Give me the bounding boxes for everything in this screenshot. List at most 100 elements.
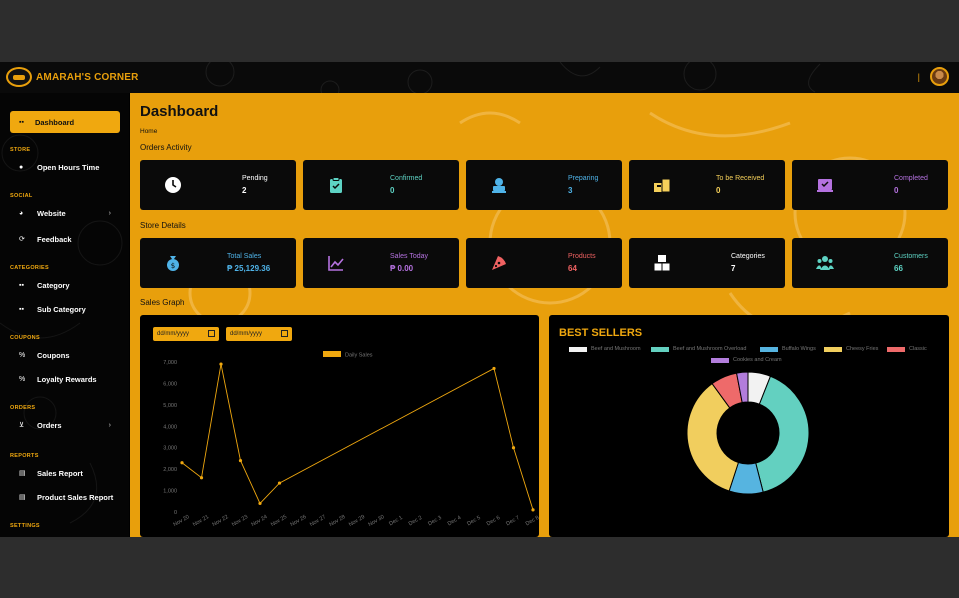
card-products[interactable]: Products 64	[466, 238, 622, 288]
data-point[interactable]	[531, 508, 535, 512]
palette-icon: ◕	[19, 209, 24, 217]
card-to-be-received[interactable]: To be Received 0	[629, 160, 785, 210]
legend-label: Beef and Mushroom	[591, 346, 641, 352]
x-tick-label: Nov 25	[270, 514, 288, 528]
date-from-input[interactable]: dd/mm/yyyy	[153, 327, 219, 341]
slice-beef-and-mushroom-overload[interactable]	[755, 375, 810, 493]
top-bar: AMARAH'S CORNER |	[0, 62, 959, 93]
legend-label: Classic	[909, 346, 927, 352]
y-tick-label: 1,000	[163, 489, 177, 495]
data-point[interactable]	[238, 458, 243, 463]
line-chart-icon	[328, 256, 344, 271]
slice-cheesy-fries[interactable]	[686, 382, 740, 492]
card-categories[interactable]: Categories 7	[629, 238, 785, 288]
y-tick-label: 0	[174, 510, 177, 516]
card-value: 0	[390, 186, 395, 195]
data-point[interactable]	[180, 461, 184, 465]
data-point[interactable]	[199, 476, 204, 480]
legend-item[interactable]: Classic	[887, 346, 927, 352]
card-customers[interactable]: Customers 66	[792, 238, 948, 288]
sidebar-item-label: Dashboard	[34, 117, 75, 127]
clipboard-check-icon	[330, 177, 342, 193]
sidebar-item-loyalty-rewards[interactable]: % Loyalty Rewards	[19, 373, 119, 385]
sales-graph-panel: dd/mm/yyyy dd/mm/yyyy Daily Sales 7,000 6,…	[140, 315, 539, 537]
data-point[interactable]	[277, 481, 282, 485]
legend-item[interactable]: Beef and Mushroom	[569, 346, 641, 352]
card-preparing[interactable]: Preparing 3	[466, 160, 622, 210]
pizza-icon	[492, 256, 506, 270]
card-label: Customers	[894, 253, 928, 260]
y-tick-label: 3,000	[163, 446, 177, 452]
sidebar-item-feedback[interactable]: ⟳ Feedback	[19, 233, 119, 245]
legend-item[interactable]: Cheesy Fries	[824, 346, 878, 352]
x-tick-label: Nov 21	[192, 514, 210, 528]
x-tick-label: Dec 7	[505, 515, 520, 527]
card-value: 7	[731, 264, 736, 273]
avatar[interactable]	[930, 67, 949, 86]
data-point[interactable]	[258, 501, 262, 506]
sidebar-item-label: Sales Report	[37, 468, 83, 478]
card-label: Products	[568, 253, 596, 260]
sidebar-pattern	[0, 134, 123, 524]
chevron-right-icon: ›	[108, 209, 111, 217]
legend-swatch	[569, 346, 587, 352]
sidebar-item-open-hours[interactable]: ● Open Hours Time	[19, 161, 119, 173]
y-tick-label: 6,000	[163, 381, 177, 387]
sidebar-item-coupons[interactable]: % Coupons	[19, 349, 119, 361]
section-coupons: COUPONS	[10, 335, 40, 341]
section-settings: SETTINGS	[10, 523, 40, 529]
slice-cookies-and-cream[interactable]	[735, 371, 749, 404]
report-icon: ▤	[19, 494, 26, 501]
sidebar-item-label: Sub Category	[37, 304, 86, 314]
report-icon: ▤	[19, 470, 26, 477]
y-tick-label: 4,000	[163, 424, 177, 430]
date-to-input[interactable]: dd/mm/yyyy	[226, 327, 292, 341]
x-tick-label: Nov 30	[367, 514, 385, 528]
card-label: Pending	[242, 175, 268, 182]
page-title: Dashboard	[140, 103, 219, 120]
grid-icon: ▪▪	[19, 281, 24, 289]
x-tick-label: Dec 5	[466, 515, 481, 527]
card-sales-today[interactable]: Sales Today ₱ 0.00	[303, 238, 459, 288]
sidebar-item-label: Open Hours Time	[37, 162, 100, 172]
legend-label: Cookies and Cream	[733, 357, 782, 363]
sidebar-item-orders[interactable]: ⊻ Orders ›	[19, 419, 119, 431]
store-details-heading: Store Details	[140, 221, 186, 230]
percent-icon: %	[19, 375, 26, 383]
card-value: 3	[568, 186, 573, 195]
feedback-icon: ⟳	[19, 236, 25, 243]
card-total-sales[interactable]: $ Total Sales ₱ 25,129.36	[140, 238, 296, 288]
breadcrumb[interactable]: Home	[140, 128, 158, 135]
card-confirmed[interactable]: Confirmed 0	[303, 160, 459, 210]
data-point[interactable]	[219, 362, 223, 366]
legend-item[interactable]: Buffalo Wings	[760, 346, 816, 352]
legend-swatch	[711, 357, 729, 363]
card-label: Preparing	[568, 175, 599, 182]
legend-swatch	[760, 346, 778, 352]
sidebar-item-category[interactable]: ▪▪ Category	[19, 279, 119, 291]
sidebar-item-product-sales-report[interactable]: ▤ Product Sales Report	[19, 491, 119, 503]
sidebar-item-website[interactable]: ◕ Website ›	[19, 207, 119, 219]
sidebar-item-sales-report[interactable]: ▤ Sales Report	[19, 467, 119, 479]
users-icon	[816, 256, 834, 270]
grid-icon: ▪▪	[19, 305, 24, 313]
best-sellers-doughnut	[686, 371, 810, 495]
cart-icon: ⊻	[19, 422, 25, 429]
card-completed[interactable]: Completed 0	[792, 160, 948, 210]
boxes-stack-icon	[653, 255, 671, 272]
x-tick-label: Dec 6	[486, 515, 501, 527]
app-logo[interactable]: AMARAH'S CORNER	[6, 67, 139, 87]
x-tick-label: Dec 2	[408, 515, 423, 527]
sidebar-item-dashboard[interactable]: ▪▪ Dashboard	[10, 111, 120, 133]
x-tick-label: Dec 4	[447, 515, 462, 527]
legend-item[interactable]: Beef and Mushroom Overload	[651, 346, 746, 352]
section-categories: CATEGORIES	[10, 265, 49, 271]
x-tick-label: Dec 3	[427, 515, 442, 527]
card-pending[interactable]: Pending 2	[140, 160, 296, 210]
sidebar-item-sub-category[interactable]: ▪▪ Sub Category	[19, 303, 119, 315]
legend-item[interactable]: Cookies and Cream	[711, 357, 782, 363]
data-point[interactable]	[492, 366, 496, 371]
y-tick-label: 2,000	[163, 467, 177, 473]
data-point[interactable]	[511, 446, 516, 450]
card-value: 0	[716, 186, 721, 195]
